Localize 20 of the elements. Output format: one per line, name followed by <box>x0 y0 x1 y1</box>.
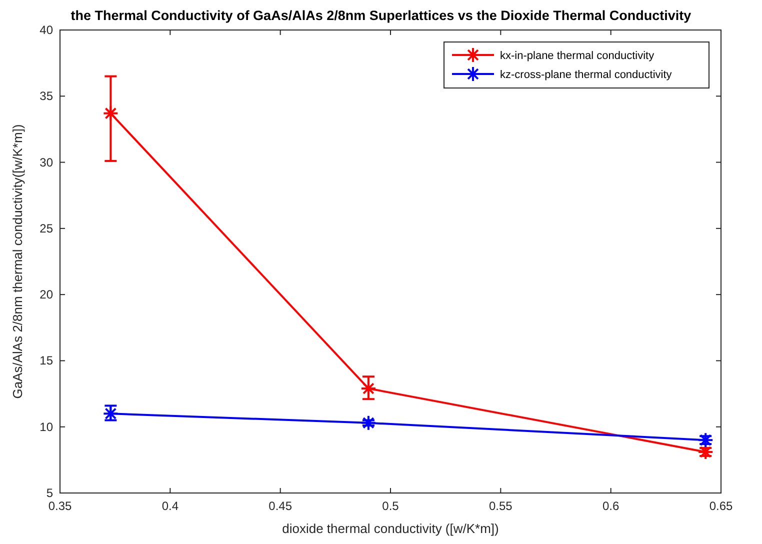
x-tick-label: 0.55 <box>488 499 513 513</box>
legend-label: kz-cross-plane thermal conductivity <box>500 69 672 81</box>
chart-title: the Thermal Conductivity of GaAs/AlAs 2/8nm Superlattices vs the Dioxide Thermal Conductivity <box>70 8 692 23</box>
y-tick-label: 5 <box>46 486 54 500</box>
x-tick-label: 0.6 <box>602 499 620 513</box>
y-tick-label: 15 <box>40 354 54 368</box>
y-tick-label: 20 <box>40 288 54 302</box>
x-tick-label: 0.5 <box>382 499 400 513</box>
y-tick-label: 25 <box>40 221 54 236</box>
x-axis-title: dioxide thermal conductivity ([w/K*m]) <box>282 521 499 536</box>
y-tick-label: 35 <box>40 89 54 104</box>
y-tick-label: 40 <box>40 23 54 37</box>
x-tick-label: 0.35 <box>48 499 72 513</box>
x-tick-label: 0.45 <box>268 499 292 513</box>
legend-label: kx-in-plane thermal conductivity <box>500 50 655 62</box>
x-tick-label: 0.65 <box>709 499 733 513</box>
x-tick-label: 0.4 <box>162 499 179 513</box>
y-tick-label: 30 <box>40 155 54 170</box>
y-axis-title: GaAs/AlAs 2/8nm thermal conductivity([w/K*m]) <box>10 124 25 399</box>
y-tick-label: 10 <box>40 420 54 434</box>
